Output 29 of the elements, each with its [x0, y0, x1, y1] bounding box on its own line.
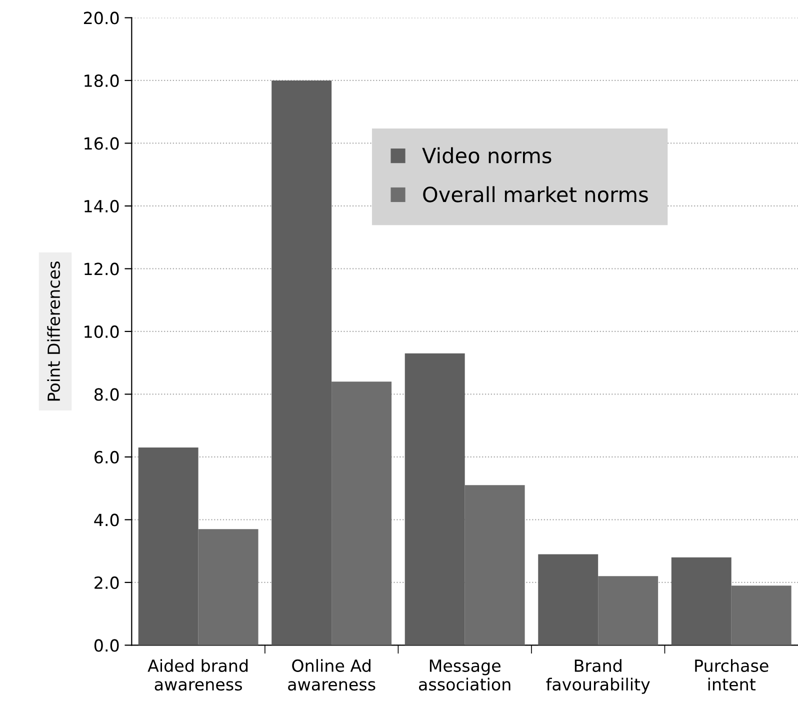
- y-tick-label: 16.0: [84, 137, 119, 150]
- bar: [598, 576, 658, 646]
- bar: [272, 80, 332, 646]
- x-tick-label: Purchase intent: [695, 659, 768, 691]
- y-tick-label: 4.0: [94, 514, 119, 526]
- bar: [404, 353, 465, 646]
- bar: [671, 557, 732, 646]
- y-tick-label: 0.0: [94, 639, 119, 652]
- legend-label: Video norms: [422, 147, 552, 164]
- legend-label: Overall market norms: [423, 186, 648, 202]
- y-tick-label: 2.0: [94, 576, 119, 590]
- y-tick-label: 10.0: [84, 325, 119, 338]
- bar: [198, 529, 258, 646]
- x-tick-label: Online Ad awareness: [288, 659, 376, 691]
- y-tick-label: 18.0: [84, 74, 119, 88]
- y-tick-label: 8.0: [94, 388, 119, 401]
- x-tick-label: Brand favourability: [546, 659, 650, 694]
- bar: [538, 554, 598, 646]
- x-tick-label: Message association: [418, 660, 510, 691]
- bar: [332, 382, 392, 646]
- y-tick-label: 20.0: [84, 12, 119, 24]
- bar: [464, 485, 525, 646]
- bar: [731, 586, 792, 646]
- y-axis-title: Point Differences: [47, 262, 60, 401]
- x-tick-label: Aided brand awareness: [148, 659, 248, 691]
- y-tick-label: 14.0: [84, 200, 119, 213]
- y-tick-label: 6.0: [94, 450, 119, 464]
- bar: [138, 448, 198, 646]
- y-tick-label: 12.0: [84, 262, 119, 276]
